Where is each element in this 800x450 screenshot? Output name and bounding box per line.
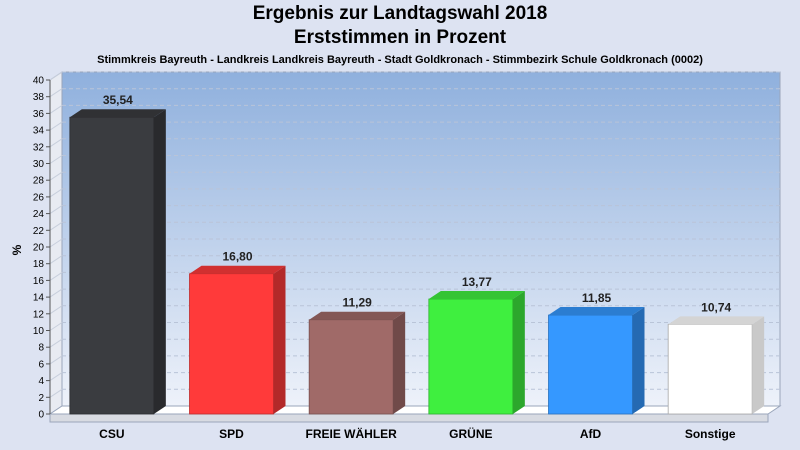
y-tick-label: 22 bbox=[33, 226, 45, 237]
bar-side bbox=[273, 265, 286, 414]
bar-csu: 35,54 bbox=[69, 93, 166, 415]
x-tick-label: AfD bbox=[580, 427, 602, 441]
x-tick-label: GRÜNE bbox=[449, 426, 492, 441]
grid-line-side bbox=[49, 255, 63, 265]
grid-line-side bbox=[49, 138, 63, 148]
grid-line-side bbox=[49, 305, 63, 315]
bars: 35,54 16,80 11,29 13,77 11,85 10,74 bbox=[69, 93, 765, 415]
bar-top bbox=[428, 291, 525, 300]
bar-top bbox=[548, 307, 645, 316]
y-tick-label: 8 bbox=[38, 343, 44, 354]
data-label: 11,85 bbox=[582, 291, 612, 305]
bar-spd: 16,80 bbox=[189, 250, 286, 415]
y-tick-label: 36 bbox=[33, 109, 45, 120]
bar-front bbox=[189, 273, 274, 415]
bar-top bbox=[668, 316, 765, 325]
chart-title: Ergebnis zur Landtagswahl 2018 bbox=[252, 3, 548, 24]
y-tick-label: 14 bbox=[33, 293, 45, 304]
bar-front bbox=[308, 319, 394, 415]
grid-line-side bbox=[49, 171, 63, 181]
data-label: 16,80 bbox=[222, 250, 252, 264]
y-tick-label: 18 bbox=[33, 259, 45, 270]
y-tick-label: 6 bbox=[38, 359, 44, 370]
bar-side bbox=[752, 316, 765, 414]
bar-front bbox=[428, 298, 514, 415]
x-tick-label: SPD bbox=[219, 427, 244, 441]
grid-line-side bbox=[49, 372, 63, 382]
data-label: 11,29 bbox=[342, 296, 372, 310]
grid-line-side bbox=[49, 238, 63, 248]
bar-top bbox=[69, 109, 166, 118]
y-tick-label: 30 bbox=[33, 159, 45, 170]
grid-line-side bbox=[49, 355, 63, 365]
y-tick-label: 32 bbox=[33, 142, 45, 153]
bar-side bbox=[393, 311, 406, 414]
data-label: 35,54 bbox=[103, 93, 133, 107]
y-tick-label: 24 bbox=[33, 209, 45, 220]
plot-floor-edge bbox=[49, 413, 769, 423]
y-tick-label: 38 bbox=[33, 92, 45, 103]
x-tick-label: Sonstige bbox=[685, 427, 736, 441]
data-label: 10,74 bbox=[701, 300, 731, 314]
bar-front bbox=[69, 116, 155, 415]
bar-sonstige: 10,74 bbox=[667, 300, 765, 415]
grid-line-side bbox=[49, 121, 63, 131]
y-tick-label: 10 bbox=[33, 326, 45, 337]
y-tick-label: 28 bbox=[33, 176, 45, 187]
grid-line-side bbox=[49, 104, 63, 114]
x-axis: CSU SPD FREIE WÄHLER GRÜNE AfD Sonstige bbox=[99, 426, 736, 441]
x-tick-label: FREIE WÄHLER bbox=[305, 426, 397, 441]
chart-subtitle: Erststimmen in Prozent bbox=[293, 27, 507, 48]
bar-afd: 11,85 bbox=[548, 291, 645, 415]
bar-side bbox=[632, 307, 645, 414]
grid-line-side bbox=[49, 71, 63, 81]
y-tick-label: 34 bbox=[33, 126, 45, 137]
grid-line-side bbox=[49, 338, 63, 348]
bar-top bbox=[189, 265, 286, 274]
y-tick-label: 4 bbox=[38, 376, 44, 387]
grid-line-side bbox=[49, 88, 63, 98]
bar-top bbox=[309, 311, 406, 320]
grid-line-side bbox=[49, 322, 63, 331]
grid-lines bbox=[49, 71, 780, 398]
y-tick-label: 40 bbox=[33, 76, 45, 87]
chart-caption: Stimmkreis Bayreuth - Landkreis Landkrei… bbox=[97, 54, 703, 66]
y-tick-label: 2 bbox=[38, 393, 44, 404]
data-label: 13,77 bbox=[462, 275, 492, 289]
bar-freie-wähler: 11,29 bbox=[308, 296, 406, 415]
y-tick-label: 0 bbox=[38, 410, 44, 421]
grid-line-side bbox=[49, 288, 63, 298]
y-axis-label: % bbox=[10, 244, 24, 255]
x-tick-label: CSU bbox=[99, 427, 124, 441]
bar-front bbox=[667, 323, 753, 415]
grid-line-side bbox=[49, 221, 63, 231]
y-tick-label: 12 bbox=[33, 309, 45, 320]
bar-side bbox=[512, 291, 525, 414]
grid-line-side bbox=[49, 271, 63, 281]
bar-grüne: 13,77 bbox=[428, 275, 525, 415]
bar-front bbox=[548, 314, 633, 415]
y-tick-label: 26 bbox=[33, 192, 45, 203]
bar-side bbox=[153, 109, 166, 414]
grid-line-side bbox=[49, 388, 63, 398]
y-tick-label: 20 bbox=[33, 243, 45, 254]
grid-line-side bbox=[49, 205, 63, 215]
y-tick-label: 16 bbox=[33, 276, 45, 287]
grid-line-side bbox=[49, 155, 63, 164]
grid-line-side bbox=[49, 188, 63, 198]
